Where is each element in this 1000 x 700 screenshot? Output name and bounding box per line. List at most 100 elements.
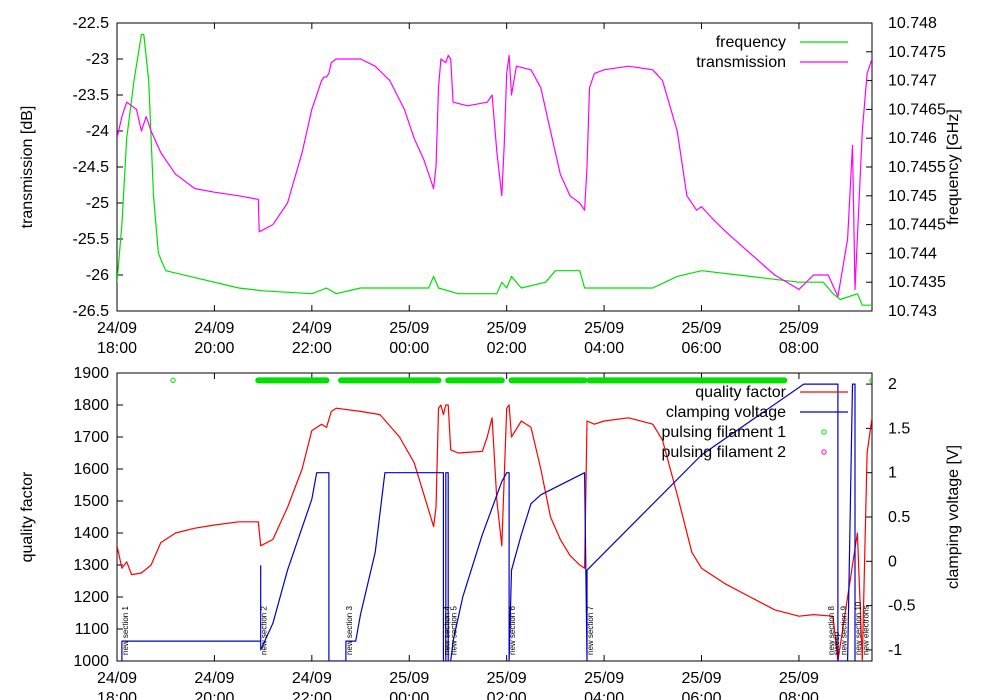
series-point <box>255 377 261 384</box>
y-tick-label: -24 <box>86 123 109 140</box>
section-annotation: new section 8 <box>827 606 836 655</box>
section-annotation: new section 9 <box>839 606 848 655</box>
y-tick-label: 1300 <box>73 557 109 574</box>
y2-tick-label: -0.5 <box>888 598 916 615</box>
bottom-panel: 1900180017001600150014001300120011001000… <box>19 365 962 700</box>
y-tick-label: -24.5 <box>73 159 110 176</box>
series-point <box>435 377 442 384</box>
x-tick-date: 25/09 <box>779 320 819 337</box>
section-annotation: new section 2 <box>260 606 269 655</box>
y2-tick-label: 0.5 <box>888 509 910 526</box>
y2-tick-label: 10.743 <box>888 303 937 320</box>
y-tick-label: -22.5 <box>73 15 110 32</box>
legend-label: pulsing filament 1 <box>661 424 786 441</box>
section-annotation: new electrons <box>861 606 870 655</box>
x-tick-date: 24/09 <box>292 670 332 687</box>
y2-axis-label: clamping voltage [V] <box>945 445 962 589</box>
section-annotation: new section 6 <box>508 606 517 655</box>
y-tick-label: 1600 <box>73 461 109 478</box>
legend-label: transmission <box>696 54 786 71</box>
legend-label: pulsing filament 2 <box>661 444 786 461</box>
y-axis-label: quality factor <box>19 471 36 562</box>
series-point <box>338 377 344 384</box>
x-tick-date: 25/09 <box>487 670 527 687</box>
y2-tick-label: 10.744 <box>888 245 937 262</box>
x-tick-date: 24/09 <box>97 320 137 337</box>
plot-area <box>117 33 872 306</box>
y2-tick-label: 1 <box>888 465 897 482</box>
y2-tick-label: 1.5 <box>888 420 910 437</box>
x-tick-time: 00:00 <box>389 690 429 700</box>
x-tick-date: 25/09 <box>779 670 819 687</box>
y-tick-label: 1900 <box>73 365 109 382</box>
section-annotation: new section 4 <box>442 606 451 655</box>
x-tick-time: 20:00 <box>194 690 234 700</box>
y2-tick-label: 10.748 <box>888 15 937 32</box>
series-point <box>869 377 872 384</box>
x-tick-date: 25/09 <box>584 670 624 687</box>
x-tick-date: 24/09 <box>292 320 332 337</box>
x-tick-date: 25/09 <box>681 320 721 337</box>
series-point <box>499 377 505 384</box>
x-tick-time: 06:00 <box>681 340 721 357</box>
x-tick-date: 25/09 <box>487 320 527 337</box>
x-tick-date: 24/09 <box>194 670 234 687</box>
y-tick-label: 1200 <box>73 589 109 606</box>
y2-tick-label: 10.7435 <box>888 274 946 291</box>
y2-tick-label: 0 <box>888 553 897 570</box>
x-tick-time: 06:00 <box>681 690 721 700</box>
section-annotation: sweep <box>832 631 841 655</box>
series-point <box>508 377 515 384</box>
y-tick-label: -26 <box>86 267 109 284</box>
legend-swatch <box>821 449 827 455</box>
series-point <box>170 377 176 384</box>
y-tick-label: -23 <box>86 51 109 68</box>
x-tick-date: 25/09 <box>389 320 429 337</box>
x-tick-time: 08:00 <box>779 340 819 357</box>
series-point <box>323 377 330 384</box>
legend-label: quality factor <box>695 384 786 401</box>
legend-swatch <box>821 429 827 435</box>
series-line-0 <box>117 33 872 306</box>
x-tick-time: 18:00 <box>97 340 137 357</box>
y-tick-label: -25 <box>86 195 109 212</box>
series-line-1 <box>117 54 872 298</box>
x-tick-date: 25/09 <box>389 670 429 687</box>
y-tick-label: 1400 <box>73 525 109 542</box>
y2-tick-label: 2 <box>888 376 897 393</box>
section-annotation: new section 1 <box>121 606 130 655</box>
legend-label: clamping voltage <box>666 404 786 421</box>
top-panel: -22.5 -23 -23.5 -24 -24.5 -25 -25.5 -26 -26.5 10.… <box>19 15 962 357</box>
y-tick-label: 1800 <box>73 397 109 414</box>
x-tick-date: 25/09 <box>681 670 721 687</box>
x-tick-date: 25/09 <box>584 320 624 337</box>
x-tick-time: 02:00 <box>487 340 527 357</box>
plot-area <box>117 377 872 661</box>
y2-tick-label: 10.7455 <box>888 159 946 176</box>
x-tick-date: 24/09 <box>97 670 137 687</box>
x-tick-time: 08:00 <box>779 690 819 700</box>
y2-tick-label: 10.7445 <box>888 217 946 234</box>
section-annotation: new section 3 <box>345 606 354 655</box>
y2-tick-label: 10.7465 <box>888 101 946 118</box>
section-annotation: new section 10 <box>854 601 863 655</box>
y-tick-label: -23.5 <box>73 87 110 104</box>
x-tick-time: 00:00 <box>389 340 429 357</box>
y-axis-label: transmission [dB] <box>19 106 36 229</box>
x-tick-time: 04:00 <box>584 690 624 700</box>
x-tick-time: 22:00 <box>292 340 332 357</box>
x-tick-time: 02:00 <box>487 690 527 700</box>
series-line-0 <box>117 404 872 661</box>
x-tick-date: 24/09 <box>194 320 234 337</box>
legend-label: frequency <box>716 34 786 51</box>
x-tick-time: 20:00 <box>194 340 234 357</box>
series-point <box>781 377 788 384</box>
section-annotation: new section 5 <box>450 606 459 655</box>
series-line-1 <box>121 383 856 661</box>
y-tick-label: 1700 <box>73 429 109 446</box>
y-tick-label: 1500 <box>73 493 109 510</box>
series-point <box>586 377 593 384</box>
y-tick-label: -26.5 <box>73 303 110 320</box>
x-tick-time: 22:00 <box>292 690 332 700</box>
